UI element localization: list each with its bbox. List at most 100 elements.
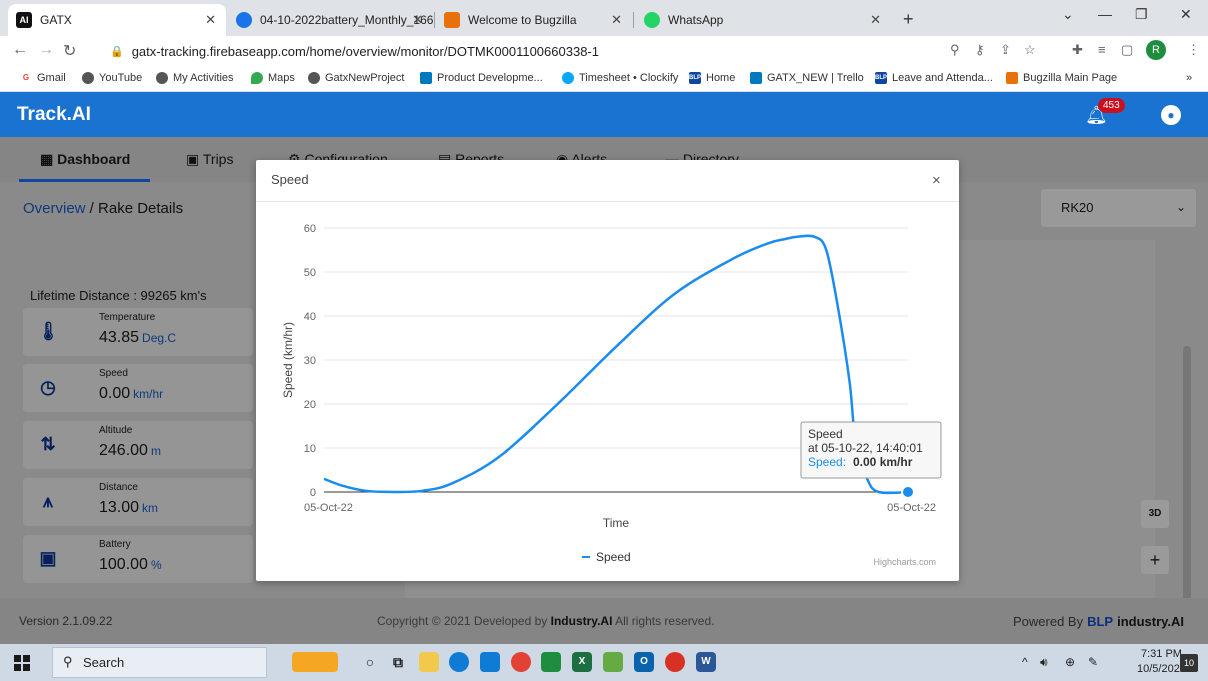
user-account-icon[interactable]: ● (1161, 105, 1181, 125)
altitude-icon: ⇅ (40, 434, 56, 454)
password-key-icon[interactable]: ⚷ (975, 42, 985, 57)
speed-series-line (323, 234, 909, 495)
y-tick-label: 30 (304, 355, 316, 367)
map-zoom-in-button[interactable]: + (1141, 546, 1169, 574)
side-panel-icon[interactable]: ▢ (1121, 42, 1134, 57)
trello-icon (750, 72, 762, 84)
notification-center-icon[interactable]: 10 (1180, 654, 1198, 672)
close-icon[interactable]: ✕ (611, 12, 622, 27)
bugzilla-favicon-icon (444, 12, 460, 28)
bookmark-maps[interactable]: Maps (251, 72, 295, 84)
reading-list-icon[interactable]: ≡ (1098, 42, 1106, 57)
red-app-icon[interactable] (665, 652, 685, 672)
tab-gatx[interactable]: AI GATX ✕ (8, 4, 226, 36)
metric-unit: km/hr (133, 387, 164, 401)
pen-icon[interactable]: ✎ (1088, 655, 1099, 669)
url-bar[interactable]: 🔒 gatx-tracking.firebaseapp.com/home/ove… (110, 39, 940, 63)
windows-start-icon[interactable] (14, 655, 30, 671)
bookmark-bugzilla[interactable]: Bugzilla Main Page (1006, 72, 1117, 84)
outlook-icon[interactable]: O (634, 652, 654, 672)
bookmark-youtube[interactable]: YouTube (82, 72, 142, 84)
forward-icon[interactable]: → (38, 41, 54, 58)
x-tick-label: 05-Oct-22 (304, 502, 353, 514)
edge-icon[interactable] (449, 652, 469, 672)
tab-title: WhatsApp (668, 13, 724, 27)
address-bar-row: ← → ↻ 🔒 gatx-tracking.firebaseapp.com/ho… (0, 36, 1208, 66)
scrollbar[interactable] (1183, 346, 1191, 681)
bookmark-gatxnewproject[interactable]: GatxNewProject (308, 72, 404, 84)
highlighted-point (901, 485, 915, 499)
metric-number: 43.85 (99, 329, 140, 346)
restore-button[interactable]: ❐ (1135, 6, 1148, 22)
maps-pin-icon (251, 72, 263, 84)
y-tick-label: 10 (304, 443, 316, 455)
chrome-icon[interactable] (511, 652, 531, 672)
more-bookmarks-button[interactable]: » (1186, 72, 1193, 84)
network-icon[interactable]: ⊕ (1065, 655, 1076, 669)
tab-trips[interactable]: ▣ Trips (186, 151, 234, 167)
app-header: Track.AI 🔔︎ 453 ● (0, 92, 1208, 137)
tab-search-icon[interactable]: ⌄ (1062, 6, 1074, 22)
metric-label: Distance (99, 482, 138, 493)
modal-close-button[interactable]: × (932, 172, 941, 189)
minimize-button[interactable]: — (1098, 6, 1112, 22)
map-3d-toggle[interactable]: 3D (1141, 500, 1169, 528)
share-icon[interactable]: ⇪ (1000, 42, 1011, 57)
rake-select-value: RK20 (1061, 200, 1094, 215)
bookmark-timesheet[interactable]: Timesheet • Clockify (562, 72, 678, 84)
clock-time: 7:31 PM (1140, 648, 1182, 660)
bookmark-gatx-trello[interactable]: GATX_NEW | Trello (750, 72, 864, 84)
window-close-button[interactable]: ✕ (1180, 6, 1192, 22)
speed-line-chart: 0 10 20 30 40 50 60 05-Oct-22 05-Oct-22 Time Speed… (281, 223, 942, 567)
metric-value: 13.00 km (99, 499, 158, 517)
profile-avatar[interactable]: R (1146, 40, 1166, 60)
tab-bugzilla[interactable]: Welcome to Bugzilla ✕ (436, 4, 632, 36)
green-app-icon[interactable] (541, 652, 561, 672)
task-view-icon[interactable]: ⧉ (393, 654, 403, 670)
notepad-icon[interactable] (603, 652, 623, 672)
tab-whatsapp[interactable]: WhatsApp ✕ (636, 4, 891, 36)
metric-number: 13.00 (99, 499, 140, 516)
metric-value: 246.00 m (99, 442, 161, 460)
close-icon[interactable]: ✕ (870, 12, 881, 27)
close-icon[interactable]: ✕ (412, 12, 423, 27)
bookmarks-bar: G Gmail YouTube My Activities Maps GatxNe… (0, 66, 1208, 92)
tab-title: GATX (40, 13, 72, 27)
bookmark-my-activities[interactable]: My Activities (156, 72, 234, 84)
excel-icon[interactable]: X (572, 652, 592, 672)
brand-logo: Track.AI (17, 104, 91, 125)
metric-value: 100.00% (99, 556, 162, 574)
file-explorer-icon[interactable] (419, 652, 439, 672)
reload-icon[interactable]: ↻ (63, 43, 77, 60)
volume-icon[interactable]: 🔊︎ (1040, 655, 1048, 669)
blp-logo: BLP (1087, 614, 1114, 629)
word-icon[interactable]: W (696, 652, 716, 672)
location-icon[interactable]: ⚲ (950, 42, 960, 57)
widgets-icon[interactable] (292, 652, 338, 672)
extensions-icon[interactable]: ✚ (1072, 42, 1083, 57)
breadcrumb-overview-link[interactable]: Overview (23, 200, 86, 217)
tab-dashboard[interactable]: ▦ Dashboard (19, 151, 150, 182)
bookmark-gmail[interactable]: G Gmail (20, 72, 66, 84)
bookmark-star-icon[interactable]: ☆ (1024, 42, 1036, 57)
bookmark-home[interactable]: BLP Home (689, 72, 736, 84)
cortana-icon[interactable]: ○ (365, 654, 375, 670)
copyright: Copyright © 2021 Developed by Industry.A… (377, 614, 714, 628)
back-icon[interactable]: ← (12, 41, 28, 58)
taskbar-search-box[interactable]: ⚲ Search (52, 647, 267, 678)
clockify-icon (562, 72, 574, 84)
new-tab-button[interactable]: + (903, 9, 914, 29)
tray-chevron-up-icon[interactable]: ^ (1022, 655, 1028, 669)
tab-battery-monthly[interactable]: 04-10-2022battery_Monthly_166 ✕ (228, 4, 433, 36)
bookmark-product-development[interactable]: Product Developme... (420, 72, 543, 84)
rake-select[interactable]: RK20 ⌄ (1041, 189, 1196, 227)
system-clock[interactable]: 7:31 PM 10/5/2022 (1137, 647, 1186, 677)
bugzilla-icon (1006, 72, 1018, 84)
close-icon[interactable]: ✕ (205, 12, 216, 27)
metric-card-temperature: 🌡︎ Temperature 43.85 Deg.C (23, 308, 253, 356)
powered-by: Powered By BLP industry.AI (1013, 614, 1184, 629)
store-icon[interactable] (480, 652, 500, 672)
menu-icon[interactable]: ⋮ (1187, 42, 1200, 57)
bookmark-leave-attendance[interactable]: BLP Leave and Attenda... (875, 72, 993, 84)
